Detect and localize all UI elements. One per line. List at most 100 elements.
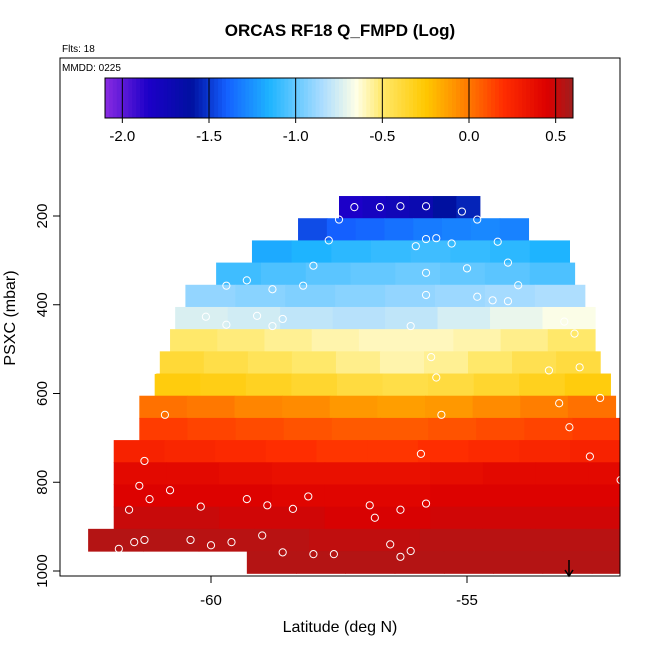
observation-point xyxy=(130,538,139,547)
colorbar-swatch xyxy=(374,78,379,118)
colorbar-swatch xyxy=(565,78,570,118)
date-label: MMDD: 0225 xyxy=(62,63,121,74)
colorbar-swatch xyxy=(358,78,363,118)
observation-point xyxy=(432,234,441,243)
observation-point xyxy=(309,550,318,559)
y-tick-label: 800 xyxy=(34,470,51,495)
heatmap-cell xyxy=(235,284,286,308)
heatmap-cell xyxy=(245,373,292,397)
colorbar-swatch xyxy=(179,78,184,118)
colorbar-swatch xyxy=(241,78,246,118)
heatmap-cell xyxy=(331,417,381,441)
heatmap-cell xyxy=(453,329,502,352)
flight-label: Flts: 18 xyxy=(62,44,95,55)
colorbar-swatch xyxy=(342,78,348,118)
heatmap-cell xyxy=(379,351,425,375)
heatmap-cell xyxy=(332,306,386,330)
colorbar-swatch xyxy=(350,78,356,118)
heatmap-cell xyxy=(430,506,484,530)
colorbar-swatch xyxy=(530,78,535,118)
heatmap-cell xyxy=(490,306,544,330)
heatmap-cell xyxy=(254,528,310,552)
observation-point xyxy=(258,531,267,540)
observation-point xyxy=(278,548,287,557)
observation-point xyxy=(165,486,175,495)
colorbar-swatch xyxy=(440,78,445,118)
heatmap-cell xyxy=(345,551,396,574)
heatmap-cell xyxy=(264,329,313,352)
heatmap-cell xyxy=(482,484,537,508)
observation-point xyxy=(447,239,456,248)
colorbar-swatch xyxy=(249,78,254,118)
colorbar-tick-label: -1.5 xyxy=(196,128,222,145)
observation-point xyxy=(432,373,441,382)
colorbar-swatch xyxy=(514,78,519,118)
observation-point xyxy=(196,502,205,511)
colorbar-tick-label: -1.0 xyxy=(283,128,309,145)
colorbar-swatch xyxy=(284,78,289,118)
heatmap-cell xyxy=(443,551,494,574)
colorbar-swatch xyxy=(144,78,149,118)
colorbar-swatch xyxy=(436,78,441,118)
heatmap-cell xyxy=(283,417,333,441)
observation-point xyxy=(416,449,426,458)
heatmap-cell xyxy=(371,240,412,264)
colorbar-swatch xyxy=(331,78,336,118)
colorbar-swatch xyxy=(112,78,118,118)
heatmap-cell xyxy=(588,484,620,508)
heatmap-cell xyxy=(470,218,501,242)
colorbar-swatch xyxy=(401,78,406,118)
heatmap-cell xyxy=(530,528,587,552)
heatmap-cell xyxy=(395,262,441,286)
heatmap-cell xyxy=(113,440,166,463)
colorbar-swatch xyxy=(335,78,340,118)
colorbar-swatch xyxy=(381,78,387,118)
colorbar-swatch xyxy=(370,78,375,118)
heatmap-cell xyxy=(271,462,326,486)
observation-point xyxy=(350,203,359,212)
heatmap-cell xyxy=(285,284,336,308)
observation-point xyxy=(304,492,313,501)
colorbar-swatch xyxy=(124,78,129,118)
heatmap-cell xyxy=(440,262,486,286)
colorbar-swatch xyxy=(218,78,223,118)
heatmap-cell xyxy=(311,329,360,352)
heatmap-cell xyxy=(291,373,338,397)
colorbar-swatch xyxy=(202,78,207,118)
colorbar-swatch xyxy=(264,78,270,118)
heatmap-cell xyxy=(476,417,525,441)
observation-point xyxy=(421,290,431,300)
observation-point xyxy=(575,363,584,372)
heatmap-cell xyxy=(364,528,421,552)
heatmap-cell xyxy=(468,351,513,375)
observation-point xyxy=(334,215,344,224)
heatmap-cell xyxy=(282,395,331,419)
observation-point xyxy=(493,237,502,246)
colorbar-swatch xyxy=(128,78,133,118)
heatmap-cell xyxy=(175,306,229,330)
observation-point xyxy=(309,261,318,270)
y-tick-label: 400 xyxy=(34,292,51,317)
heatmap-cell xyxy=(385,306,439,330)
observation-point xyxy=(396,202,405,211)
observation-point xyxy=(421,234,431,244)
heatmap-cell xyxy=(166,506,220,530)
colorbar-swatch xyxy=(432,78,437,118)
heatmap-cell xyxy=(482,506,537,530)
observation-point xyxy=(473,215,482,224)
heatmap-cell xyxy=(428,417,477,441)
x-tick-label: -55 xyxy=(456,592,478,609)
heatmap-cell xyxy=(88,528,145,552)
heatmap-cell xyxy=(113,506,168,530)
heatmap-cell xyxy=(535,462,589,486)
observation-point xyxy=(544,366,554,375)
heatmap-cell xyxy=(535,484,589,508)
heatmap-cell xyxy=(430,462,484,486)
observation-point xyxy=(124,505,134,514)
colorbar-swatch xyxy=(405,78,410,118)
heatmap-cell xyxy=(442,218,472,242)
heatmap-cell xyxy=(564,373,611,397)
observation-point xyxy=(150,365,159,375)
heatmap-cell xyxy=(271,506,326,530)
observation-point xyxy=(288,504,298,513)
